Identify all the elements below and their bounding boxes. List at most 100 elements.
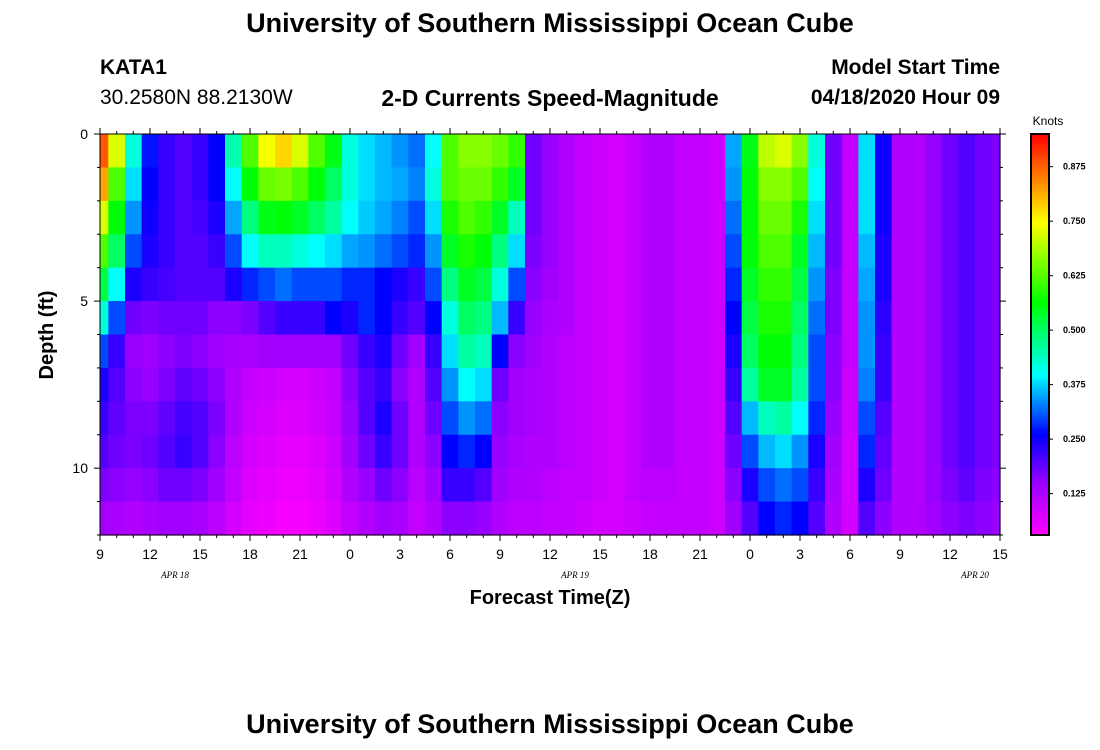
heatmap-cell	[691, 468, 709, 503]
heatmap-cell	[291, 134, 309, 169]
colorbar-gradient	[1030, 133, 1050, 536]
heatmap-cell	[708, 468, 726, 503]
heatmap-cell	[425, 434, 443, 469]
heatmap-cell	[875, 267, 893, 302]
heatmap-cell	[125, 134, 143, 169]
heatmap-cell	[358, 134, 376, 169]
heatmap-cell	[558, 334, 576, 369]
heatmap-cell	[675, 134, 693, 169]
heatmap-cell	[908, 267, 926, 302]
heatmap-cell	[608, 434, 626, 469]
heatmap-cell	[841, 401, 859, 436]
x-tick-label: 12	[542, 546, 558, 562]
heatmap-cell	[791, 167, 809, 202]
heatmap-cell	[458, 234, 476, 269]
heatmap-cell	[125, 167, 143, 202]
heatmap-cell	[325, 434, 343, 469]
plot-title: 2-D Currents Speed-Magnitude	[381, 85, 719, 111]
heatmap-cell	[258, 301, 276, 336]
heatmap-cell	[625, 167, 643, 202]
heatmap-cell	[358, 501, 376, 536]
heatmap-cell	[225, 367, 243, 402]
heatmap-cell	[825, 301, 843, 336]
heatmap-cell	[475, 501, 493, 536]
heatmap-cell	[708, 134, 726, 169]
heatmap-cell	[158, 434, 176, 469]
heatmap-cell	[208, 134, 226, 169]
heatmap-cell	[508, 267, 526, 302]
heatmap-cell	[841, 134, 859, 169]
heatmap-cell	[875, 367, 893, 402]
heatmap-cell	[891, 501, 909, 536]
heatmap-cell	[825, 134, 843, 169]
heatmap-cell	[100, 134, 109, 169]
heatmap-cell	[391, 468, 409, 503]
heatmap-cell	[308, 200, 326, 235]
heatmap-cell	[275, 234, 293, 269]
heatmap-cell	[591, 434, 609, 469]
heatmap-cell	[708, 501, 726, 536]
heatmap-cell	[975, 501, 993, 536]
heatmap-cell	[625, 367, 643, 402]
heatmap-cell	[158, 301, 176, 336]
heatmap-cell	[508, 301, 526, 336]
heatmap-cell	[708, 267, 726, 302]
heatmap-cell	[541, 167, 559, 202]
heatmap-cell	[225, 434, 243, 469]
heatmap-cell	[958, 167, 976, 202]
heatmap-cell	[791, 401, 809, 436]
heatmap-cell	[675, 267, 693, 302]
heatmap-cell	[708, 434, 726, 469]
heatmap-cell	[591, 401, 609, 436]
heatmap-cell	[291, 234, 309, 269]
heatmap-cell	[408, 200, 426, 235]
heatmap-cell	[691, 167, 709, 202]
heatmap-cell	[925, 401, 943, 436]
heatmap-cell	[491, 134, 509, 169]
heatmap-cell	[875, 234, 893, 269]
heatmap-cell	[558, 301, 576, 336]
heatmap-cell	[891, 334, 909, 369]
heatmap-cell	[608, 200, 626, 235]
heatmap-cell	[975, 134, 993, 169]
heatmap-cell	[508, 367, 526, 402]
heatmap-cell	[858, 234, 876, 269]
heatmap-cell	[825, 234, 843, 269]
heatmap-cell	[725, 501, 743, 536]
heatmap-cell	[708, 200, 726, 235]
heatmap-cell	[775, 367, 793, 402]
colorbar-tick-label: 0.875	[1063, 162, 1086, 172]
heatmap-cell	[408, 167, 426, 202]
heatmap-cell	[241, 167, 259, 202]
heatmap-cell	[808, 501, 826, 536]
heatmap-cell	[941, 200, 959, 235]
heatmap-cell	[175, 334, 193, 369]
heatmap-cell	[991, 301, 1001, 336]
heatmap-cell	[591, 501, 609, 536]
heatmap-cell	[175, 468, 193, 503]
heatmap-cell	[891, 234, 909, 269]
heatmap-cell	[558, 167, 576, 202]
heatmap-cell	[925, 334, 943, 369]
heatmap-cell	[108, 200, 126, 235]
heatmap-cell	[641, 200, 659, 235]
heatmap-cell	[725, 267, 743, 302]
heatmap-cell	[541, 434, 559, 469]
heatmap-cell	[241, 200, 259, 235]
heatmap-cell	[358, 200, 376, 235]
heatmap-cell	[691, 367, 709, 402]
heatmap-cell	[941, 334, 959, 369]
heatmap-cell	[775, 200, 793, 235]
heatmap-cell	[675, 234, 693, 269]
heatmap-cell	[641, 367, 659, 402]
heatmap-cell	[258, 167, 276, 202]
heatmap-cell	[341, 234, 359, 269]
heatmap-cell	[458, 501, 476, 536]
heatmap-cell	[225, 200, 243, 235]
heatmap-cell	[100, 301, 109, 336]
heatmap-cell	[241, 501, 259, 536]
heatmap-cell	[758, 167, 776, 202]
heatmap-cell	[808, 334, 826, 369]
heatmap-cell	[225, 234, 243, 269]
heatmap-cell	[925, 434, 943, 469]
